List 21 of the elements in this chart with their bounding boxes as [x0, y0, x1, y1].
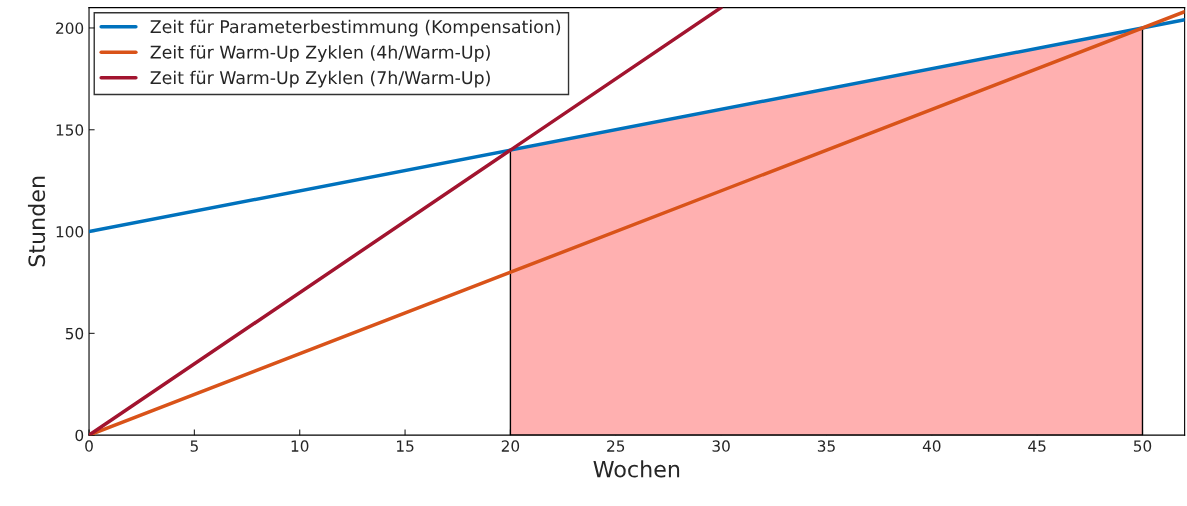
- y-tick-label: 150: [56, 124, 84, 136]
- x-tick-label: 30: [712, 440, 730, 452]
- y-axis-title: Stunden: [27, 176, 46, 267]
- x-tick-label: 35: [817, 440, 835, 452]
- legend-label: Zeit für Warm-Up Zyklen (4h/Warm-Up): [150, 45, 490, 63]
- x-tick-label: 10: [291, 440, 309, 452]
- y-tick-label: 0: [75, 429, 84, 442]
- x-axis-title: Wochen: [593, 460, 680, 478]
- legend-label: Zeit für Warm-Up Zyklen (7h/Warm-Up): [150, 70, 490, 88]
- x-tick-label: 15: [397, 440, 414, 452]
- legend-label: Zeit für Parameterbestimmung (Kompensation): [150, 19, 561, 37]
- x-tick-label: 20: [501, 440, 520, 452]
- y-tick-label: 50: [65, 327, 84, 340]
- x-tick-label: 45: [1028, 440, 1046, 452]
- y-tick-label: 100: [56, 226, 84, 238]
- x-tick-label: 0: [85, 440, 93, 452]
- x-tick-label: 50: [1133, 440, 1152, 452]
- x-tick-label: 40: [922, 440, 941, 452]
- y-tick-label: 200: [56, 22, 84, 34]
- x-tick-label: 25: [607, 440, 625, 452]
- x-tick-label: 5: [190, 440, 198, 452]
